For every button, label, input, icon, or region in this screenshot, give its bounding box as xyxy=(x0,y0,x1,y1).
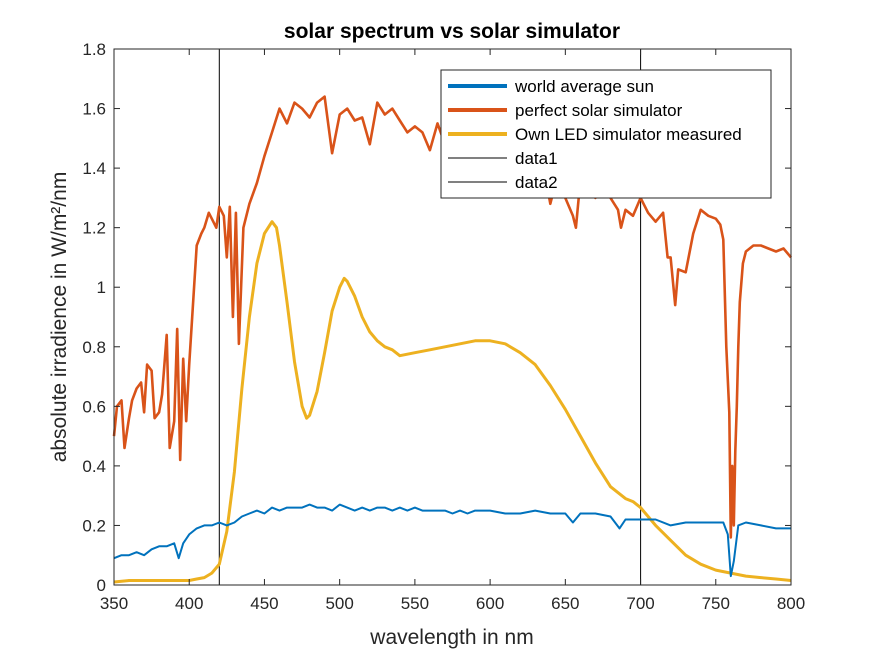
y-tick-label: 0.2 xyxy=(82,516,106,535)
y-tick-label: 1.2 xyxy=(82,219,106,238)
y-tick-label: 0.8 xyxy=(82,338,106,357)
legend-label-data2: data2 xyxy=(515,173,558,192)
legend-label-perfect-solar-simulator: perfect solar simulator xyxy=(515,101,683,120)
x-tick-label: 500 xyxy=(325,594,353,613)
legend: world average sun perfect solar simulator… xyxy=(440,69,772,199)
axes-box xyxy=(113,48,792,586)
legend-label-own-led-simulator-measured: Own LED simulator measured xyxy=(515,125,742,144)
y-axis-title: absolute irradience in W/m²/nm xyxy=(48,172,71,463)
axes-layer xyxy=(113,48,792,586)
x-tick-label: 600 xyxy=(476,594,504,613)
x-tick-label: 650 xyxy=(551,594,579,613)
x-tick-label: 350 xyxy=(100,594,128,613)
x-axis-title: wavelength in nm xyxy=(369,626,533,649)
series-line-perfect-solar-simulator xyxy=(112,95,792,539)
ticks-layer: 350 400 450 500 550 600 650 700 750 800 0 0.2 0.4 0.6… xyxy=(82,40,805,613)
y-tick-label: 1.8 xyxy=(82,40,106,59)
legend-label-world-average-sun: world average sun xyxy=(514,77,654,96)
chart-title: solar spectrum vs solar simulator xyxy=(284,20,620,43)
y-tick-label: 1.6 xyxy=(82,100,106,119)
series-line-own-led-simulator-measured xyxy=(113,220,792,584)
x-tick-label: 750 xyxy=(702,594,730,613)
x-tick-label: 700 xyxy=(626,594,654,613)
x-tick-label: 450 xyxy=(250,594,278,613)
x-tick-label: 550 xyxy=(401,594,429,613)
legend-label-data1: data1 xyxy=(515,149,558,168)
y-tick-label: 0.4 xyxy=(82,457,106,476)
x-tick-label: 800 xyxy=(777,594,805,613)
series-layer xyxy=(112,49,792,585)
y-tick-label: 0 xyxy=(97,576,106,595)
y-tick-label: 0.6 xyxy=(82,397,106,416)
y-tick-label: 1 xyxy=(97,278,106,297)
y-tick-label: 1.4 xyxy=(82,159,106,178)
series-line-world-average-sun xyxy=(113,503,791,578)
x-tick-label: 400 xyxy=(175,594,203,613)
